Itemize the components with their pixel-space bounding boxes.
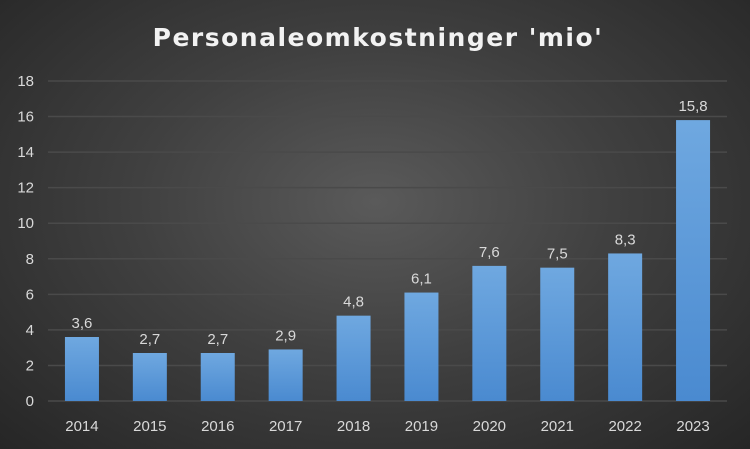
y-tick-label: 10 (17, 215, 34, 232)
data-label: 15,8 (678, 98, 707, 115)
data-label: 6,1 (411, 271, 432, 288)
x-tick-label: 2016 (201, 418, 234, 435)
y-tick-label: 12 (17, 180, 34, 197)
x-tick-label: 2017 (269, 418, 302, 435)
x-tick-label: 2022 (608, 418, 641, 435)
data-label: 2,7 (139, 331, 160, 348)
bar-2020 (472, 265, 507, 401)
bar-2017 (268, 349, 303, 401)
y-tick-label: 0 (26, 393, 34, 410)
bar-2018 (336, 315, 371, 401)
y-tick-label: 16 (17, 109, 34, 126)
bar-2021 (540, 267, 575, 401)
y-tick-label: 8 (26, 251, 34, 268)
data-label: 4,8 (343, 294, 364, 311)
x-tick-label: 2021 (541, 418, 574, 435)
x-tick-label: 2019 (405, 418, 438, 435)
bar-2014 (64, 337, 99, 401)
bar-2015 (132, 353, 167, 401)
chart-title: Personaleomkostninger 'mio' (153, 23, 604, 52)
x-tick-label: 2020 (473, 418, 506, 435)
bar-2022 (608, 253, 643, 401)
data-label: 7,5 (547, 246, 568, 263)
y-tick-label: 2 (26, 357, 34, 374)
y-tick-label: 4 (26, 322, 34, 339)
y-tick-label: 6 (26, 286, 34, 303)
data-label: 2,7 (207, 331, 228, 348)
data-label: 8,3 (615, 231, 636, 248)
bar-2016 (200, 353, 235, 401)
x-tick-label: 2023 (676, 418, 709, 435)
y-tick-label: 18 (17, 73, 34, 90)
x-tick-label: 2014 (65, 418, 98, 435)
x-tick-label: 2018 (337, 418, 370, 435)
x-tick-label: 2015 (133, 418, 166, 435)
data-label: 3,6 (72, 315, 93, 332)
bar-2023 (676, 120, 711, 401)
bar-2019 (404, 292, 439, 401)
data-label: 2,9 (275, 327, 296, 344)
data-label: 7,6 (479, 244, 500, 261)
y-tick-label: 14 (17, 144, 34, 161)
